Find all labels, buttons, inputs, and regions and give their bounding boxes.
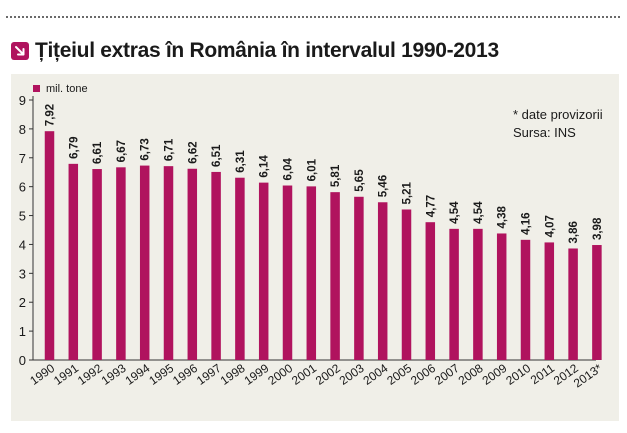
bar-value-label: 6,01 xyxy=(306,158,318,181)
y-tick-label: 9 xyxy=(19,93,26,108)
bar xyxy=(377,202,388,360)
y-tick-label: 1 xyxy=(19,324,26,339)
bar xyxy=(211,171,221,360)
y-tick-label: 7 xyxy=(19,151,26,166)
y-tick-label: 6 xyxy=(19,180,26,195)
bar xyxy=(258,182,269,360)
bar xyxy=(592,245,602,360)
bar xyxy=(235,177,245,360)
bar-value-label: 6,71 xyxy=(164,138,176,161)
bar-value-label: 5,81 xyxy=(330,164,342,187)
bar xyxy=(44,131,55,360)
bar xyxy=(496,233,507,360)
bar xyxy=(330,192,340,360)
bar xyxy=(354,196,364,360)
bar xyxy=(68,163,79,360)
bar xyxy=(139,165,150,360)
bar xyxy=(544,242,555,360)
y-tick-label: 4 xyxy=(19,237,26,252)
bar xyxy=(473,228,483,360)
bar xyxy=(92,169,102,360)
bar xyxy=(449,228,459,360)
bar xyxy=(520,239,531,360)
bar xyxy=(401,209,412,360)
y-tick-label: 8 xyxy=(19,122,26,137)
top-dotted-rule xyxy=(6,16,620,18)
bar-value-label: 3,98 xyxy=(592,217,604,240)
bar xyxy=(187,168,198,360)
y-tick-label: 3 xyxy=(19,266,26,281)
bar xyxy=(116,167,126,360)
title-row: Țițeiul extras în România în intervalul … xyxy=(11,38,499,64)
bar-value-label: 5,46 xyxy=(378,175,390,197)
bar-value-label: 3,86 xyxy=(568,221,580,243)
bar-value-label: 4,54 xyxy=(473,201,485,224)
source-note: Sursa: INS xyxy=(513,125,576,140)
y-tick-label: 5 xyxy=(19,209,26,224)
bar-value-label: 6,61 xyxy=(92,141,104,164)
bar xyxy=(282,185,293,360)
bar-value-label: 4,38 xyxy=(497,205,509,228)
bar xyxy=(306,186,317,360)
bar-value-label: 4,54 xyxy=(449,201,461,224)
x-tick-label: 2013* xyxy=(571,361,605,391)
bar-value-label: 4,77 xyxy=(425,195,437,217)
arrow-down-right-icon xyxy=(11,42,29,60)
bar xyxy=(425,222,436,360)
bar-value-label: 6,04 xyxy=(283,158,295,181)
bar-value-label: 5,65 xyxy=(354,169,366,192)
bar-value-label: 6,73 xyxy=(140,138,152,160)
bar-value-label: 6,14 xyxy=(259,155,271,178)
chart-title: Țițeiul extras în România în intervalul … xyxy=(35,39,499,62)
legend-swatch xyxy=(33,85,40,92)
chart-notes: * date provizorii Sursa: INS xyxy=(513,106,603,142)
legend-label: mil. tone xyxy=(46,83,88,95)
y-tick-label: 2 xyxy=(19,295,26,310)
bar-value-label: 6,51 xyxy=(211,144,223,167)
bar-value-label: 6,79 xyxy=(68,136,80,158)
bar-value-label: 6,62 xyxy=(187,141,199,163)
bar-value-label: 7,92 xyxy=(45,104,57,126)
bar-value-label: 6,67 xyxy=(116,140,128,162)
bar xyxy=(163,166,174,360)
bar-value-label: 5,21 xyxy=(402,182,414,205)
bar-value-label: 4,16 xyxy=(521,212,533,234)
provisional-note: * date provizorii xyxy=(513,107,603,122)
y-tick-label: 0 xyxy=(19,353,26,368)
bar-value-label: 6,31 xyxy=(235,150,247,173)
bar xyxy=(568,248,578,360)
bar-value-label: 4,07 xyxy=(544,215,556,237)
